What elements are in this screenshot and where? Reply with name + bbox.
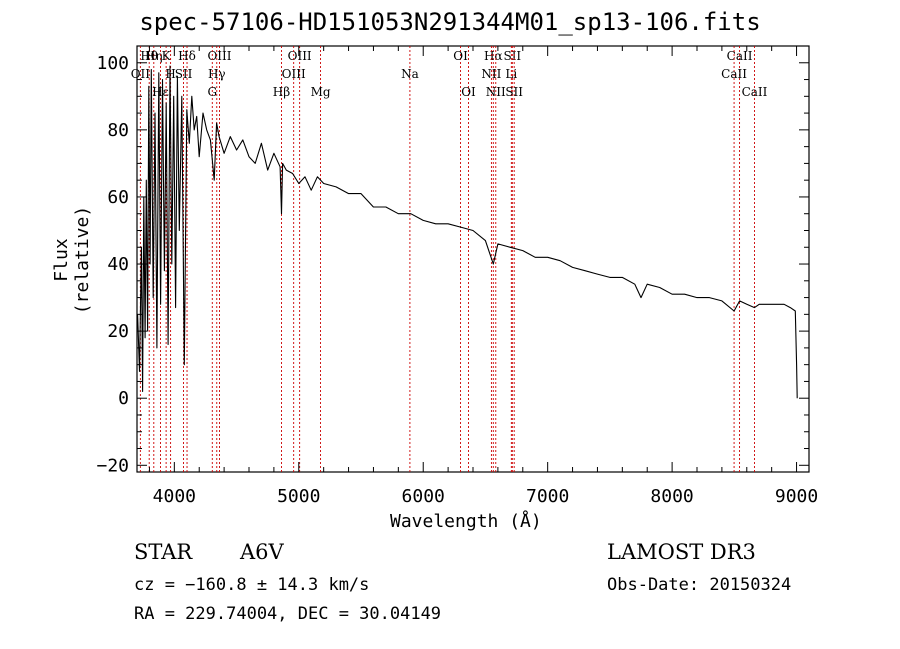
chart-title: spec-57106-HD151053N291344M01_sp13-106.f…	[139, 8, 761, 36]
spectral-line-label: CaΙΙ	[727, 49, 753, 63]
spectral-line-label: OΙΙΙ	[207, 49, 231, 63]
plot-frame	[136, 45, 810, 473]
spectral-line-label: CaΙΙ	[742, 85, 768, 99]
x-tick-label: 9000	[775, 486, 818, 507]
spectral-line-label: NΙΙ	[481, 67, 501, 81]
survey-name: LAMOST DR3	[607, 540, 756, 564]
observation-date: Obs-Date: 20150324	[607, 575, 792, 595]
y-tick-label: 0	[118, 388, 129, 409]
spectral-line-label: Hδ	[178, 49, 196, 63]
x-tick-label: 5000	[277, 486, 320, 507]
spectral-line-label: OΙ	[453, 49, 468, 63]
x-tick-label: 8000	[650, 486, 693, 507]
y-tick-label: 80	[107, 120, 129, 141]
spectral-line-label: Hβ	[273, 85, 290, 99]
y-tick-label: 40	[107, 254, 129, 275]
spectral-line-label: K	[162, 49, 172, 63]
spectral-line-label: SΙΙ	[505, 85, 523, 99]
y-tick-label: 60	[107, 187, 129, 208]
spectral-line-label: Hε	[152, 85, 169, 99]
spectral-line-label: OΙ	[461, 85, 476, 99]
spectral-line-label: Hα	[484, 49, 503, 63]
spectral-line-label: Na	[401, 67, 419, 81]
object-class: STAR	[134, 540, 193, 564]
spectral-line-label: OΙΙΙ	[282, 67, 306, 81]
subclass: A6V	[240, 540, 284, 564]
y-tick-label: −20	[96, 455, 129, 476]
spectral-line-label: OΙΙ	[131, 67, 151, 81]
spectral-line-label: SΙΙ	[503, 49, 521, 63]
x-tick-label: 7000	[526, 486, 569, 507]
y-axis-label: Flux (relative)	[51, 205, 93, 315]
y-tick-label: 100	[96, 53, 129, 74]
spectral-line-label: Hγ	[208, 67, 226, 81]
spectral-line-label: SΙΙ	[175, 67, 193, 81]
x-axis-label: Wavelength (Å)	[390, 511, 542, 532]
spectral-line-label: Mg	[311, 85, 331, 99]
spectral-line-label: CaΙΙ	[721, 67, 747, 81]
spectral-line-label: Hη	[145, 49, 163, 63]
x-tick-label: 4000	[153, 486, 196, 507]
x-tick-label: 6000	[402, 486, 445, 507]
coordinates: RA = 229.74004, DEC = 30.04149	[134, 604, 442, 624]
spectral-line-label: Li	[505, 67, 517, 81]
spectral-line-label: OΙΙΙ	[288, 49, 312, 63]
y-tick-label: 20	[107, 321, 129, 342]
spectral-line-label: G	[207, 85, 217, 99]
redshift-velocity: cz = −160.8 ± 14.3 km/s	[134, 575, 370, 595]
spectral-line-label: NΙΙ	[486, 85, 506, 99]
flux-series-line	[137, 65, 798, 399]
